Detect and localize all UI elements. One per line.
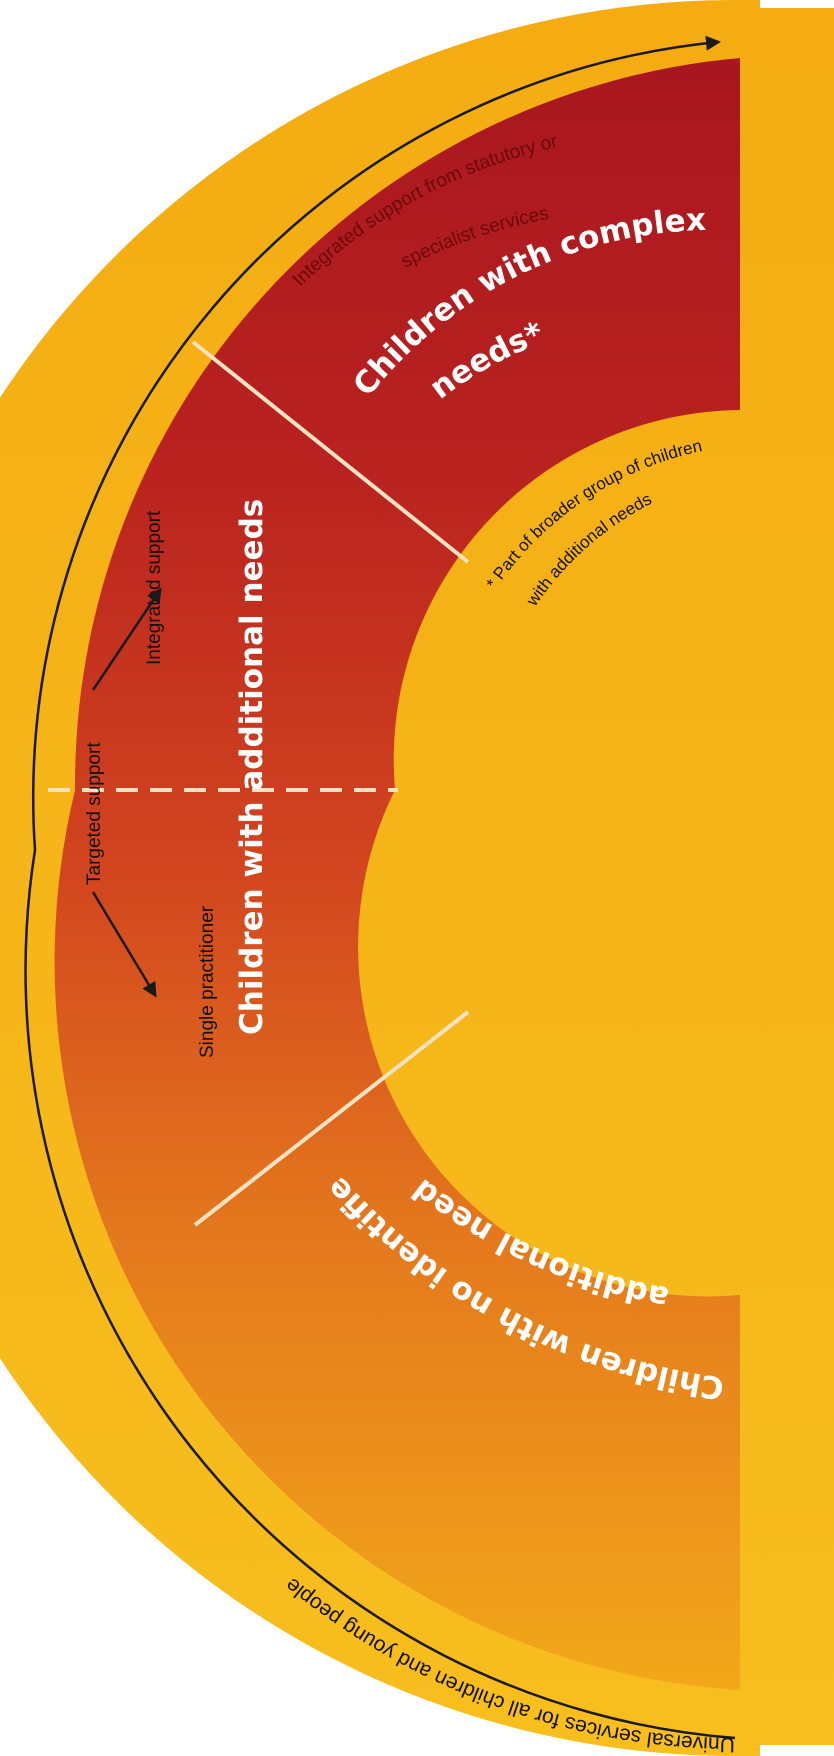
divider-complex-additional	[191, 340, 470, 564]
divider-additional-none	[193, 1010, 470, 1227]
main-ring	[54, 58, 741, 1690]
arrow-to-single	[91, 891, 157, 998]
additional-title: Children with additional needs	[234, 499, 270, 1035]
band-arrow	[24, 35, 736, 1740]
targeted-support-label: Targeted support	[84, 742, 105, 885]
arrow-to-integrated	[91, 587, 162, 691]
integrated-support-label: Integrated support	[144, 510, 165, 665]
single-practitioner-label: Single practitioner	[197, 905, 218, 1058]
